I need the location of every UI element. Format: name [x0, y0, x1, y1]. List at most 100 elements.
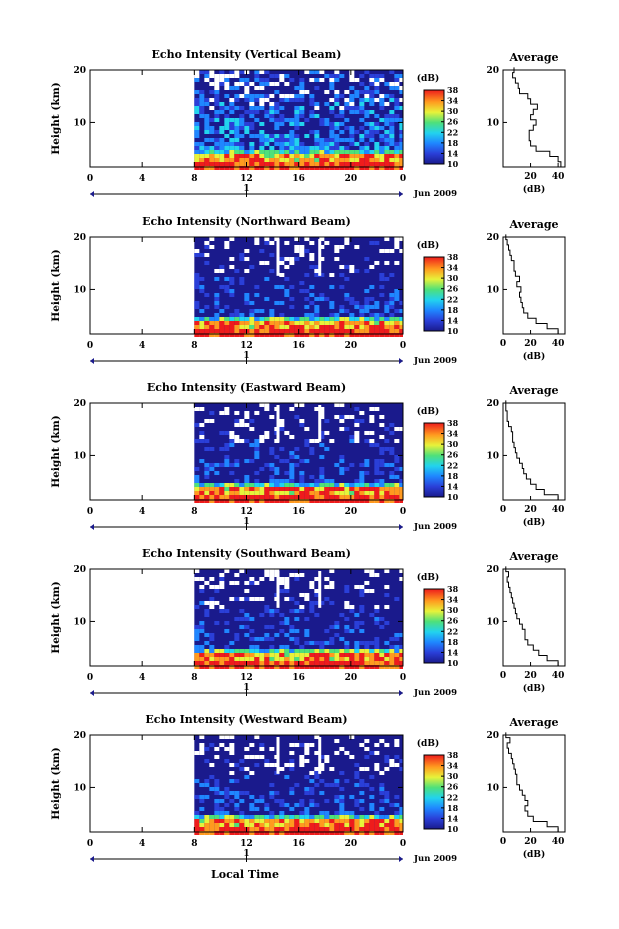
- heatmap-cell: [269, 475, 275, 479]
- average-y-tick-label: 10: [486, 451, 499, 461]
- heatmap-cell: [354, 763, 360, 767]
- heatmap-cell: [324, 297, 330, 301]
- heatmap-gap: [334, 751, 340, 755]
- heatmap-cell: [239, 277, 245, 281]
- heatmap-cell: [344, 585, 350, 589]
- heatmap-cell: [264, 277, 270, 281]
- heatmap-cell: [354, 305, 360, 309]
- heatmap-cell: [294, 577, 300, 581]
- heatmap-cell: [239, 325, 245, 329]
- average-x-label: (dB): [523, 683, 545, 694]
- heatmap-cell: [319, 483, 325, 487]
- heatmap-cell: [379, 657, 385, 661]
- heatmap-cell: [379, 273, 385, 277]
- heatmap-cell: [249, 158, 255, 162]
- heatmap-cell: [344, 146, 350, 150]
- heatmap-gap: [374, 743, 380, 747]
- heatmap-cell: [214, 130, 220, 134]
- heatmap-cell: [299, 609, 305, 613]
- heatmap-gap: [264, 435, 270, 439]
- heatmap-gap: [304, 747, 310, 751]
- heatmap-gap: [304, 597, 310, 601]
- heatmap-gap: [334, 249, 340, 253]
- heatmap-cell: [389, 297, 395, 301]
- heatmap-cell: [204, 74, 210, 78]
- heatmap-cell: [214, 657, 220, 661]
- heatmap-cell: [234, 134, 240, 138]
- heatmap-cell: [259, 491, 265, 495]
- heatmap-cell: [274, 491, 280, 495]
- heatmap-cell: [284, 154, 290, 158]
- heatmap-cell: [199, 431, 205, 435]
- heatmap-cell: [204, 499, 210, 503]
- heatmap-cell: [394, 819, 400, 823]
- heatmap-cell: [369, 138, 375, 142]
- heatmap-gap: [354, 78, 360, 82]
- heatmap-gap: [324, 241, 330, 245]
- heatmap-cell: [359, 106, 365, 110]
- heatmap-cell: [384, 819, 390, 823]
- heatmap-cell: [274, 329, 280, 333]
- heatmap-cell: [279, 114, 285, 118]
- heatmap-cell: [379, 146, 385, 150]
- heatmap-cell: [304, 273, 310, 277]
- heatmap-cell: [384, 309, 390, 313]
- heatmap-cell: [294, 783, 300, 787]
- heatmap-cell: [294, 495, 300, 499]
- y-tick-label: 10: [73, 617, 86, 627]
- heatmap-cell: [329, 154, 335, 158]
- heatmap-cell: [349, 629, 355, 633]
- heatmap-cell: [259, 317, 265, 321]
- heatmap-cell: [389, 463, 395, 467]
- heatmap-cell: [309, 499, 315, 503]
- heatmap-cell: [349, 499, 355, 503]
- heatmap-cell: [344, 617, 350, 621]
- heatmap-cell: [274, 467, 280, 471]
- heatmap-cell: [389, 70, 395, 74]
- heatmap-cell: [194, 273, 200, 277]
- heatmap-cell: [339, 823, 345, 827]
- heatmap-cell: [314, 329, 320, 333]
- heatmap-cell: [299, 665, 305, 669]
- heatmap-cell: [239, 499, 245, 503]
- heatmap-cell: [339, 799, 345, 803]
- heatmap-gap: [229, 257, 235, 261]
- heatmap-cell: [304, 495, 310, 499]
- heatmap-cell: [239, 166, 245, 170]
- heatmap-cell: [279, 661, 285, 665]
- heatmap-cell: [304, 653, 310, 657]
- heatmap-cell: [309, 799, 315, 803]
- heatmap-cell: [244, 317, 250, 321]
- heatmap-cell: [359, 593, 365, 597]
- heatmap-cell: [284, 649, 290, 653]
- heatmap-cell: [254, 293, 260, 297]
- heatmap-cell: [339, 827, 345, 831]
- heatmap-gap: [244, 747, 250, 751]
- heatmap-cell: [309, 162, 315, 166]
- heatmap-gap: [339, 106, 345, 110]
- heatmap-cell: [384, 82, 390, 86]
- heatmap-gap: [259, 755, 265, 759]
- heatmap-cell: [399, 487, 403, 491]
- average-profile-line: [512, 67, 562, 167]
- heatmap-cell: [219, 799, 225, 803]
- heatmap-cell: [259, 158, 265, 162]
- heatmap-cell: [309, 779, 315, 783]
- heatmap-cell: [294, 657, 300, 661]
- heatmap-cell: [324, 815, 330, 819]
- heatmap-cell: [379, 293, 385, 297]
- heatmap-cell: [264, 317, 270, 321]
- heatmap-cell: [329, 491, 335, 495]
- heatmap-cell: [284, 289, 290, 293]
- heatmap-gap: [374, 605, 380, 609]
- heatmap-cell: [194, 305, 200, 309]
- heatmap-cell: [314, 158, 320, 162]
- heatmap-cell: [204, 665, 210, 669]
- heatmap-cell: [204, 483, 210, 487]
- heatmap-cell: [399, 325, 403, 329]
- heatmap-cell: [374, 609, 380, 613]
- heatmap-cell: [219, 487, 225, 491]
- heatmap-cell: [224, 285, 230, 289]
- heatmap-cell: [204, 609, 210, 613]
- heatmap-cell: [249, 645, 255, 649]
